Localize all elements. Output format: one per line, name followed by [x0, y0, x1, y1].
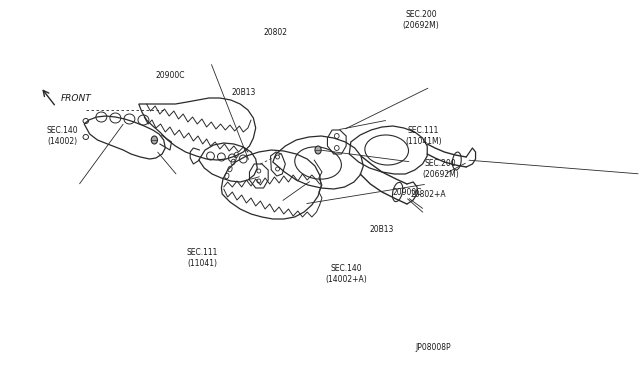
Ellipse shape	[151, 136, 157, 144]
Text: 20802: 20802	[264, 28, 288, 36]
Text: 20900C: 20900C	[156, 71, 185, 80]
Text: 20B13: 20B13	[370, 224, 394, 234]
Text: 20B13: 20B13	[232, 87, 256, 96]
Text: SEC.200
(20692M): SEC.200 (20692M)	[422, 159, 459, 179]
Text: SEC.140
(14002+A): SEC.140 (14002+A)	[325, 264, 367, 284]
Text: 20802+A: 20802+A	[411, 189, 447, 199]
Text: SEC.140
(14002): SEC.140 (14002)	[47, 126, 78, 146]
Text: SEC.200
(20692M): SEC.200 (20692M)	[403, 10, 440, 30]
Text: 20900C: 20900C	[392, 187, 422, 196]
Text: FRONT: FRONT	[61, 93, 92, 103]
Text: JP08008P: JP08008P	[415, 343, 451, 353]
Text: SEC.111
(11041M): SEC.111 (11041M)	[405, 126, 442, 146]
Text: SEC.111
(11041): SEC.111 (11041)	[186, 248, 218, 268]
Ellipse shape	[315, 146, 321, 154]
